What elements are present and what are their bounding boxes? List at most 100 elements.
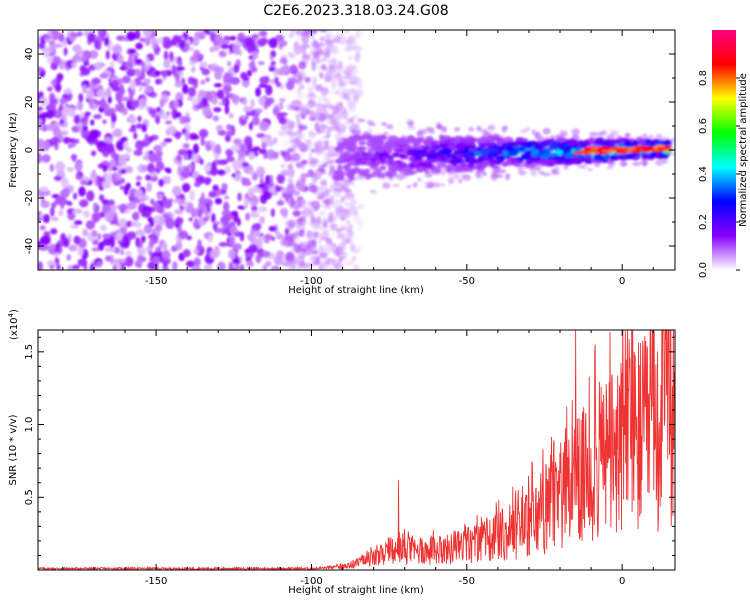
spectrogram-cell bbox=[439, 143, 446, 149]
spectrogram-cell bbox=[78, 93, 84, 103]
spectrogram-cell bbox=[269, 37, 278, 49]
spectrogram-cell bbox=[329, 164, 335, 169]
spectrogram-cell bbox=[148, 152, 158, 163]
spectrogram-cell bbox=[412, 181, 418, 188]
spectrogram-cell bbox=[161, 114, 170, 120]
spectrogram-cell bbox=[116, 154, 127, 165]
spectrogram-cell bbox=[137, 115, 142, 122]
spectrogram-cell bbox=[232, 259, 241, 265]
spectrogram-cell bbox=[251, 205, 258, 212]
spectrogram-cell bbox=[473, 151, 483, 156]
spectrogram-cell bbox=[518, 138, 529, 142]
spectrogram-cell bbox=[259, 215, 266, 225]
spectrogram-cell bbox=[299, 132, 307, 138]
spectrogram-cell bbox=[594, 163, 601, 168]
spectrogram-cell bbox=[112, 44, 123, 55]
spectrogram-cell bbox=[220, 215, 230, 225]
spectrogram-cell bbox=[455, 143, 466, 151]
spectrogram-cell bbox=[100, 97, 107, 109]
colorbar-tick-label: 0.2 bbox=[698, 214, 709, 230]
spectrogram-cell bbox=[54, 242, 60, 253]
spectrogram-cell bbox=[106, 87, 112, 98]
spectrogram-cell bbox=[302, 219, 308, 224]
spectrogram-cell bbox=[110, 247, 116, 253]
spectrogram-cell bbox=[318, 71, 324, 79]
spectrogram-cell bbox=[264, 260, 272, 267]
spectrogram-cell bbox=[82, 120, 88, 126]
spectrogram-cell bbox=[125, 250, 132, 257]
spectrogram-cell bbox=[328, 112, 335, 121]
spectrogram-cell bbox=[287, 52, 293, 56]
spectrogram-cell bbox=[289, 259, 296, 268]
spectrogram-cell bbox=[300, 145, 306, 151]
spectrogram-cell bbox=[343, 207, 349, 212]
spectrogram-cell bbox=[265, 98, 272, 107]
spectrogram-cell bbox=[291, 265, 299, 269]
spectrogram-cell bbox=[284, 157, 290, 163]
spectrogram-cell bbox=[200, 136, 205, 146]
spectrogram-cell bbox=[340, 125, 346, 132]
spectrogram-cell bbox=[262, 264, 268, 270]
spectrogram-cell bbox=[70, 32, 79, 38]
spectrogram-cell bbox=[132, 211, 140, 221]
spectrogram-cell bbox=[237, 192, 242, 202]
spectrogram-cell bbox=[102, 119, 107, 124]
spectrogram-cell bbox=[247, 233, 256, 241]
spectrogram-cell bbox=[115, 139, 125, 151]
spectrogram-cell bbox=[318, 267, 324, 270]
spectrogram-cell bbox=[85, 220, 96, 230]
spectrogram-cell bbox=[593, 154, 605, 162]
spectrogram-cell bbox=[337, 174, 345, 182]
spectrogram-cell bbox=[218, 159, 229, 166]
spectrogram-cell bbox=[157, 206, 164, 214]
spectrogram-cell bbox=[620, 156, 626, 160]
spectrogram-cell bbox=[288, 204, 297, 210]
spectrogram-cell bbox=[460, 174, 470, 178]
spectrogram-cell bbox=[308, 160, 317, 167]
spectrogram-cell bbox=[195, 104, 205, 109]
spectrogram-cell bbox=[155, 78, 160, 85]
spectrogram-cell bbox=[268, 225, 277, 232]
snr-scale-suffix: ) bbox=[9, 309, 20, 313]
spectrogram-cell bbox=[570, 156, 580, 162]
spectrogram-cell bbox=[245, 212, 250, 221]
spectrogram-cell bbox=[322, 94, 327, 102]
spectrogram-cell bbox=[243, 106, 252, 113]
spectrogram-cell bbox=[158, 215, 166, 226]
spectrogram-cell bbox=[225, 86, 230, 98]
spectrogram-cell bbox=[347, 145, 355, 153]
spectrogram-cell bbox=[476, 125, 482, 132]
spectrogram-cell bbox=[335, 73, 340, 80]
spectrogram-cell bbox=[292, 192, 299, 198]
spectrogram-cell bbox=[629, 149, 642, 153]
spectrogram-cell bbox=[258, 96, 267, 104]
spectrogram-cell bbox=[509, 149, 517, 154]
spectrogram-cell bbox=[551, 168, 558, 175]
spectrogram-cell bbox=[254, 108, 263, 114]
snr-y-label: SNR (10 * v/v) bbox=[8, 414, 19, 485]
spectrogram-cell bbox=[167, 198, 174, 204]
spectrogram-cell bbox=[305, 172, 312, 176]
spectrogram-cell bbox=[315, 187, 323, 191]
spectrogram-cell bbox=[155, 150, 163, 157]
spectrogram-cell bbox=[55, 110, 60, 118]
spectrogram-cell bbox=[291, 232, 300, 237]
spectrogram-cell bbox=[458, 178, 463, 184]
spectrogram-cell bbox=[465, 137, 477, 145]
spectrogram-cell bbox=[487, 126, 496, 131]
spectrogram-cell bbox=[98, 30, 105, 36]
spectrogram-cell bbox=[346, 64, 356, 71]
spectrogram-cell bbox=[93, 202, 98, 211]
snr-x-label: Height of straight line (km) bbox=[288, 585, 424, 596]
spectrogram-cell bbox=[386, 169, 397, 176]
spectrogram-cell bbox=[243, 198, 249, 209]
spectrogram-cell bbox=[315, 217, 321, 221]
spectrogram-cell bbox=[329, 103, 334, 111]
spectrogram-cell bbox=[227, 249, 237, 260]
spectrogram-cell bbox=[300, 164, 306, 171]
spectrogram-cell bbox=[171, 64, 176, 76]
spectrogram-cell bbox=[617, 147, 629, 151]
spectrogram-cell bbox=[303, 32, 309, 36]
spectrogram-cell bbox=[373, 139, 384, 144]
spectrogram-cell bbox=[525, 158, 534, 165]
